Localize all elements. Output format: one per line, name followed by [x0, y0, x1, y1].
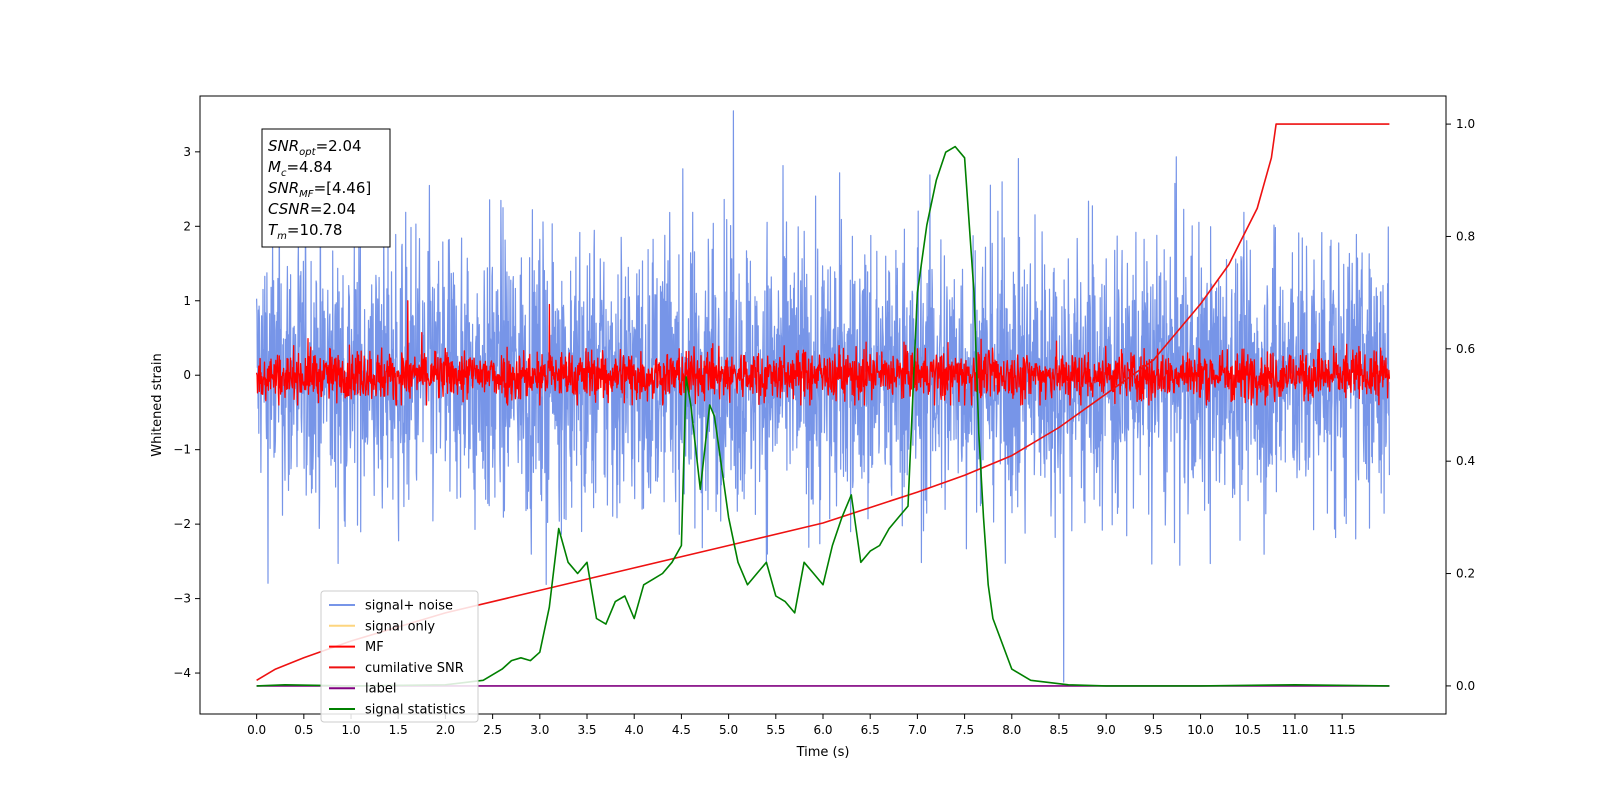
- x-tick-label: 0.5: [294, 723, 313, 737]
- legend-entry: signal statistics: [365, 703, 466, 718]
- x-tick-label: 9.5: [1144, 723, 1163, 737]
- y-tick-label: −1: [173, 443, 191, 457]
- legend-entry: label: [365, 682, 396, 697]
- x-tick-label: 5.0: [719, 723, 738, 737]
- x-tick-label: 1.0: [341, 723, 360, 737]
- y2-tick-label: 0.0: [1456, 679, 1475, 693]
- annotation-line: Tm=10.78: [268, 221, 342, 242]
- y-tick-label: −4: [173, 666, 191, 680]
- annotation-line: Mc=4.84: [268, 158, 332, 179]
- x-tick-label: 10.0: [1187, 723, 1214, 737]
- y2-tick-label: 0.8: [1456, 229, 1475, 243]
- x-tick-label: 7.5: [955, 723, 974, 737]
- x-tick-label: 8.5: [1049, 723, 1068, 737]
- x-tick-label: 10.5: [1234, 723, 1261, 737]
- y2-tick-label: 1.0: [1456, 117, 1475, 131]
- x-tick-label: 5.5: [766, 723, 785, 737]
- annotation-line: SNRopt=2.04: [268, 137, 362, 158]
- x-tick-label: 9.0: [1097, 723, 1116, 737]
- legend-frame: [320, 590, 479, 723]
- y-tick-label: 1: [183, 294, 191, 308]
- y-tick-label: 0: [183, 368, 191, 382]
- series-signal-noise: [256, 110, 1390, 683]
- ticks-layer: 0.0 0.5 1.0 1.5 2.0 2.5 3.0 3.5 4.0 4.5 5.0 5.5 6.0 6…: [173, 117, 1475, 737]
- x-tick-label: 7.0: [908, 723, 927, 737]
- x-tick-label: 11.5: [1329, 723, 1356, 737]
- x-tick-label: 6.0: [813, 723, 832, 737]
- y2-tick-label: 0.6: [1456, 342, 1475, 356]
- annotation-line: CSNR=2.04: [268, 200, 356, 218]
- x-tick-label: 4.0: [625, 723, 644, 737]
- series-signal-statistics: [256, 145, 1390, 687]
- x-tick-label: 8.0: [1002, 723, 1021, 737]
- x-tick-label: 6.5: [861, 723, 880, 737]
- x-tick-label: 3.0: [530, 723, 549, 737]
- x-axis-label: Time (s): [796, 745, 850, 760]
- legend-entry: MF: [365, 640, 384, 655]
- y-axis-label: Whitened strain: [150, 353, 165, 456]
- legend-entry: cumilative SNR: [365, 661, 464, 676]
- legend: signal+ noise signal only MF cumilative SNR…: [320, 590, 479, 723]
- x-tick-label: 4.5: [672, 723, 691, 737]
- y-tick-label: 2: [183, 219, 191, 233]
- y2-tick-label: 0.4: [1456, 454, 1475, 468]
- y-tick-label: −2: [173, 517, 191, 531]
- legend-entry: signal only: [365, 619, 435, 634]
- y2-tick-label: 0.2: [1456, 567, 1475, 581]
- x-tick-label: 0.0: [247, 723, 266, 737]
- series-mf: [255, 300, 1391, 406]
- annotation-frame: [261, 128, 391, 248]
- x-tick-label: 2.0: [436, 723, 455, 737]
- y-tick-label: −3: [173, 592, 191, 606]
- x-tick-label: 3.5: [577, 723, 596, 737]
- x-tick-label: 1.5: [389, 723, 408, 737]
- x-tick-label: 11.0: [1282, 723, 1309, 737]
- x-tick-label: 2.5: [483, 723, 502, 737]
- legend-entry: signal+ noise: [365, 599, 453, 614]
- annotation-line: SNRMF=[4.46]: [268, 179, 371, 200]
- y-tick-label: 3: [183, 145, 191, 159]
